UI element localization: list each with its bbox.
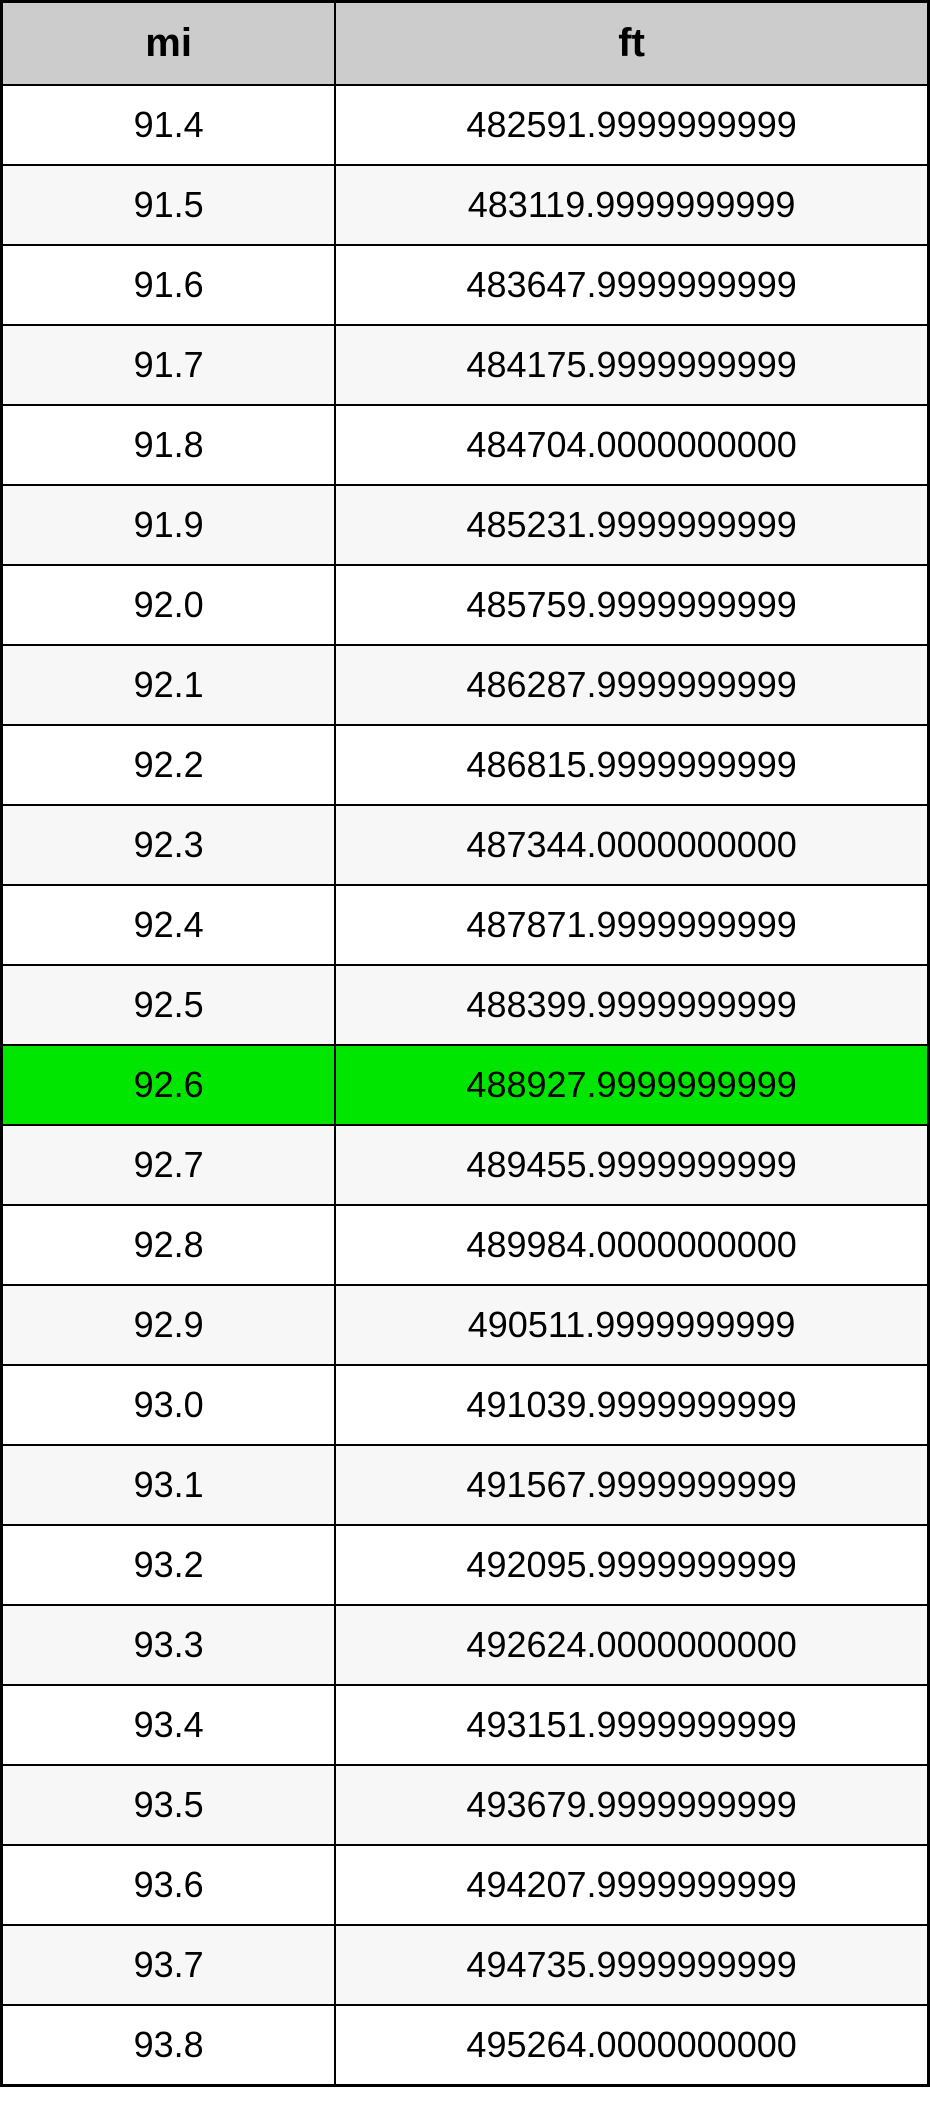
cell-mi: 93.6 xyxy=(2,1845,336,1925)
table-row: 93.2492095.9999999999 xyxy=(2,1525,929,1605)
cell-mi: 93.0 xyxy=(2,1365,336,1445)
conversion-table: mi ft 91.4482591.999999999991.5483119.99… xyxy=(0,0,930,2087)
cell-ft: 483647.9999999999 xyxy=(335,245,928,325)
table-row: 92.8489984.0000000000 xyxy=(2,1205,929,1285)
cell-mi: 93.4 xyxy=(2,1685,336,1765)
cell-mi: 92.0 xyxy=(2,565,336,645)
cell-ft: 485231.9999999999 xyxy=(335,485,928,565)
cell-ft: 487871.9999999999 xyxy=(335,885,928,965)
cell-mi: 92.2 xyxy=(2,725,336,805)
cell-mi: 92.7 xyxy=(2,1125,336,1205)
table-row: 92.1486287.9999999999 xyxy=(2,645,929,725)
table-row: 92.6488927.9999999999 xyxy=(2,1045,929,1125)
cell-ft: 489455.9999999999 xyxy=(335,1125,928,1205)
cell-mi: 93.1 xyxy=(2,1445,336,1525)
table-row: 91.5483119.9999999999 xyxy=(2,165,929,245)
cell-mi: 91.7 xyxy=(2,325,336,405)
cell-ft: 494735.9999999999 xyxy=(335,1925,928,2005)
column-header-mi: mi xyxy=(2,2,336,86)
cell-ft: 490511.9999999999 xyxy=(335,1285,928,1365)
cell-ft: 486287.9999999999 xyxy=(335,645,928,725)
cell-mi: 92.8 xyxy=(2,1205,336,1285)
cell-mi: 91.5 xyxy=(2,165,336,245)
table-row: 93.4493151.9999999999 xyxy=(2,1685,929,1765)
table-row: 91.6483647.9999999999 xyxy=(2,245,929,325)
cell-ft: 484704.0000000000 xyxy=(335,405,928,485)
table-row: 92.4487871.9999999999 xyxy=(2,885,929,965)
table-row: 93.5493679.9999999999 xyxy=(2,1765,929,1845)
cell-mi: 93.3 xyxy=(2,1605,336,1685)
table-row: 91.4482591.9999999999 xyxy=(2,85,929,165)
table-row: 93.6494207.9999999999 xyxy=(2,1845,929,1925)
cell-ft: 484175.9999999999 xyxy=(335,325,928,405)
table-row: 93.7494735.9999999999 xyxy=(2,1925,929,2005)
table-row: 92.7489455.9999999999 xyxy=(2,1125,929,1205)
cell-mi: 92.1 xyxy=(2,645,336,725)
table-row: 91.9485231.9999999999 xyxy=(2,485,929,565)
cell-mi: 92.9 xyxy=(2,1285,336,1365)
cell-ft: 485759.9999999999 xyxy=(335,565,928,645)
table-row: 92.3487344.0000000000 xyxy=(2,805,929,885)
cell-ft: 482591.9999999999 xyxy=(335,85,928,165)
table-row: 93.1491567.9999999999 xyxy=(2,1445,929,1525)
table-header-row: mi ft xyxy=(2,2,929,86)
cell-ft: 487344.0000000000 xyxy=(335,805,928,885)
cell-ft: 489984.0000000000 xyxy=(335,1205,928,1285)
cell-mi: 92.6 xyxy=(2,1045,336,1125)
cell-ft: 492095.9999999999 xyxy=(335,1525,928,1605)
cell-ft: 491567.9999999999 xyxy=(335,1445,928,1525)
table-row: 91.7484175.9999999999 xyxy=(2,325,929,405)
table-row: 92.2486815.9999999999 xyxy=(2,725,929,805)
cell-mi: 92.5 xyxy=(2,965,336,1045)
cell-ft: 488927.9999999999 xyxy=(335,1045,928,1125)
cell-mi: 93.8 xyxy=(2,2005,336,2086)
cell-mi: 91.8 xyxy=(2,405,336,485)
table-row: 93.0491039.9999999999 xyxy=(2,1365,929,1445)
table-row: 92.5488399.9999999999 xyxy=(2,965,929,1045)
column-header-ft: ft xyxy=(335,2,928,86)
cell-ft: 483119.9999999999 xyxy=(335,165,928,245)
table-row: 92.9490511.9999999999 xyxy=(2,1285,929,1365)
cell-mi: 93.7 xyxy=(2,1925,336,2005)
cell-mi: 92.3 xyxy=(2,805,336,885)
cell-mi: 93.2 xyxy=(2,1525,336,1605)
table-body: 91.4482591.999999999991.5483119.99999999… xyxy=(2,85,929,2086)
cell-ft: 495264.0000000000 xyxy=(335,2005,928,2086)
cell-ft: 486815.9999999999 xyxy=(335,725,928,805)
cell-mi: 92.4 xyxy=(2,885,336,965)
cell-ft: 493151.9999999999 xyxy=(335,1685,928,1765)
cell-ft: 488399.9999999999 xyxy=(335,965,928,1045)
cell-ft: 493679.9999999999 xyxy=(335,1765,928,1845)
cell-mi: 91.9 xyxy=(2,485,336,565)
cell-mi: 93.5 xyxy=(2,1765,336,1845)
table-row: 93.8495264.0000000000 xyxy=(2,2005,929,2086)
table-row: 93.3492624.0000000000 xyxy=(2,1605,929,1685)
cell-mi: 91.6 xyxy=(2,245,336,325)
cell-ft: 491039.9999999999 xyxy=(335,1365,928,1445)
table-row: 91.8484704.0000000000 xyxy=(2,405,929,485)
table-row: 92.0485759.9999999999 xyxy=(2,565,929,645)
cell-ft: 492624.0000000000 xyxy=(335,1605,928,1685)
cell-mi: 91.4 xyxy=(2,85,336,165)
cell-ft: 494207.9999999999 xyxy=(335,1845,928,1925)
